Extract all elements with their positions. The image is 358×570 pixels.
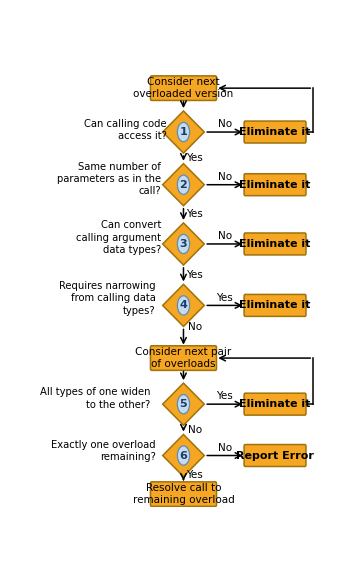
Text: Yes: Yes: [186, 209, 203, 219]
Text: Can convert
calling argument
data types?: Can convert calling argument data types?: [76, 221, 161, 255]
Text: 3: 3: [180, 239, 187, 249]
Circle shape: [177, 446, 190, 465]
Text: Yes: Yes: [216, 292, 233, 303]
Text: Same number of
parameters as in the
call?: Same number of parameters as in the call…: [57, 162, 161, 197]
Text: No: No: [188, 323, 202, 332]
Polygon shape: [163, 284, 204, 327]
Text: Consider next
overloaded version: Consider next overloaded version: [133, 77, 234, 99]
Text: 5: 5: [180, 399, 187, 409]
Polygon shape: [163, 383, 204, 425]
Text: No: No: [218, 119, 232, 129]
Text: No: No: [188, 425, 202, 435]
Polygon shape: [163, 164, 204, 206]
Text: Eliminate it: Eliminate it: [240, 399, 311, 409]
Text: No: No: [218, 172, 232, 182]
FancyBboxPatch shape: [244, 121, 306, 143]
Circle shape: [177, 394, 190, 414]
Text: Yes: Yes: [186, 153, 203, 164]
Text: All types of one widen
to the other?: All types of one widen to the other?: [40, 387, 150, 410]
Text: Report Error: Report Error: [236, 450, 314, 461]
Text: 4: 4: [180, 300, 187, 311]
Circle shape: [177, 296, 190, 315]
Text: Eliminate it: Eliminate it: [240, 180, 311, 190]
FancyBboxPatch shape: [150, 346, 217, 371]
Circle shape: [177, 234, 190, 254]
FancyBboxPatch shape: [244, 233, 306, 255]
Text: 1: 1: [180, 127, 187, 137]
Text: No: No: [218, 231, 232, 241]
Text: Consider next pair
of overloads: Consider next pair of overloads: [135, 347, 232, 369]
Text: Eliminate it: Eliminate it: [240, 239, 311, 249]
FancyBboxPatch shape: [150, 482, 217, 506]
FancyBboxPatch shape: [244, 445, 306, 466]
FancyBboxPatch shape: [244, 393, 306, 415]
Text: Yes: Yes: [186, 270, 203, 280]
Text: Can calling code
access it?: Can calling code access it?: [84, 119, 167, 141]
Polygon shape: [163, 223, 204, 265]
Text: No: No: [218, 443, 232, 453]
Text: Exactly one overload
remaining?: Exactly one overload remaining?: [51, 440, 156, 462]
Circle shape: [177, 123, 190, 142]
Text: Yes: Yes: [216, 391, 233, 401]
Text: Eliminate it: Eliminate it: [240, 300, 311, 311]
Text: 6: 6: [180, 450, 187, 461]
Text: 2: 2: [180, 180, 187, 190]
Text: Yes: Yes: [186, 470, 203, 480]
Polygon shape: [163, 111, 204, 153]
Text: Resolve call to
remaining overload: Resolve call to remaining overload: [132, 483, 234, 505]
FancyBboxPatch shape: [244, 295, 306, 316]
Circle shape: [177, 175, 190, 194]
Polygon shape: [163, 434, 204, 477]
FancyBboxPatch shape: [150, 76, 217, 100]
FancyBboxPatch shape: [244, 174, 306, 196]
Text: Eliminate it: Eliminate it: [240, 127, 311, 137]
Text: Requires narrowing
from calling data
types?: Requires narrowing from calling data typ…: [59, 281, 156, 316]
